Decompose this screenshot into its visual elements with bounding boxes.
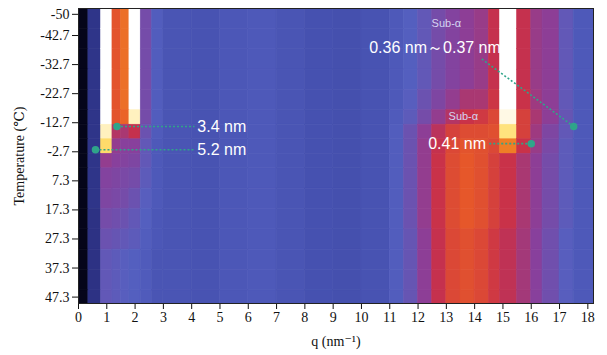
svg-text:9: 9 (330, 310, 337, 325)
svg-text:16: 16 (524, 310, 538, 325)
svg-text:-12.7: -12.7 (40, 115, 69, 130)
svg-text:8: 8 (301, 310, 308, 325)
svg-text:0.36 nm～0.37 nm: 0.36 nm～0.37 nm (369, 39, 501, 56)
svg-text:37.3: 37.3 (45, 261, 70, 276)
svg-text:11: 11 (383, 310, 396, 325)
svg-text:7.3: 7.3 (52, 173, 70, 188)
svg-text:5: 5 (216, 310, 223, 325)
svg-text:2: 2 (132, 310, 139, 325)
svg-text:18: 18 (581, 310, 595, 325)
svg-text:1: 1 (103, 310, 110, 325)
svg-text:17: 17 (553, 310, 567, 325)
svg-text:14: 14 (468, 310, 482, 325)
svg-text:-2.7: -2.7 (47, 144, 69, 159)
svg-text:q (nm⁻¹): q (nm⁻¹) (311, 334, 361, 350)
svg-text:Temperature (℃): Temperature (℃) (12, 106, 28, 205)
svg-text:15: 15 (496, 310, 510, 325)
svg-text:7: 7 (273, 310, 280, 325)
svg-text:5.2 nm: 5.2 nm (197, 141, 246, 158)
svg-text:-22.7: -22.7 (40, 86, 69, 101)
svg-text:47.3: 47.3 (45, 290, 70, 305)
svg-text:3: 3 (160, 310, 167, 325)
svg-text:4: 4 (188, 310, 195, 325)
svg-text:3.4 nm: 3.4 nm (197, 118, 246, 135)
svg-text:Sub-α: Sub-α (432, 17, 462, 29)
svg-text:-42.7: -42.7 (40, 28, 69, 43)
svg-text:-32.7: -32.7 (40, 57, 69, 72)
svg-text:0: 0 (75, 310, 82, 325)
svg-text:Sub-α: Sub-α (449, 110, 479, 122)
svg-text:-50: -50 (51, 7, 70, 22)
svg-text:10: 10 (354, 310, 368, 325)
svg-text:6: 6 (245, 310, 252, 325)
svg-text:17.3: 17.3 (45, 202, 70, 217)
svg-text:27.3: 27.3 (45, 231, 70, 246)
svg-text:12: 12 (411, 310, 425, 325)
svg-text:13: 13 (439, 310, 453, 325)
svg-text:0.41 nm: 0.41 nm (428, 135, 486, 152)
